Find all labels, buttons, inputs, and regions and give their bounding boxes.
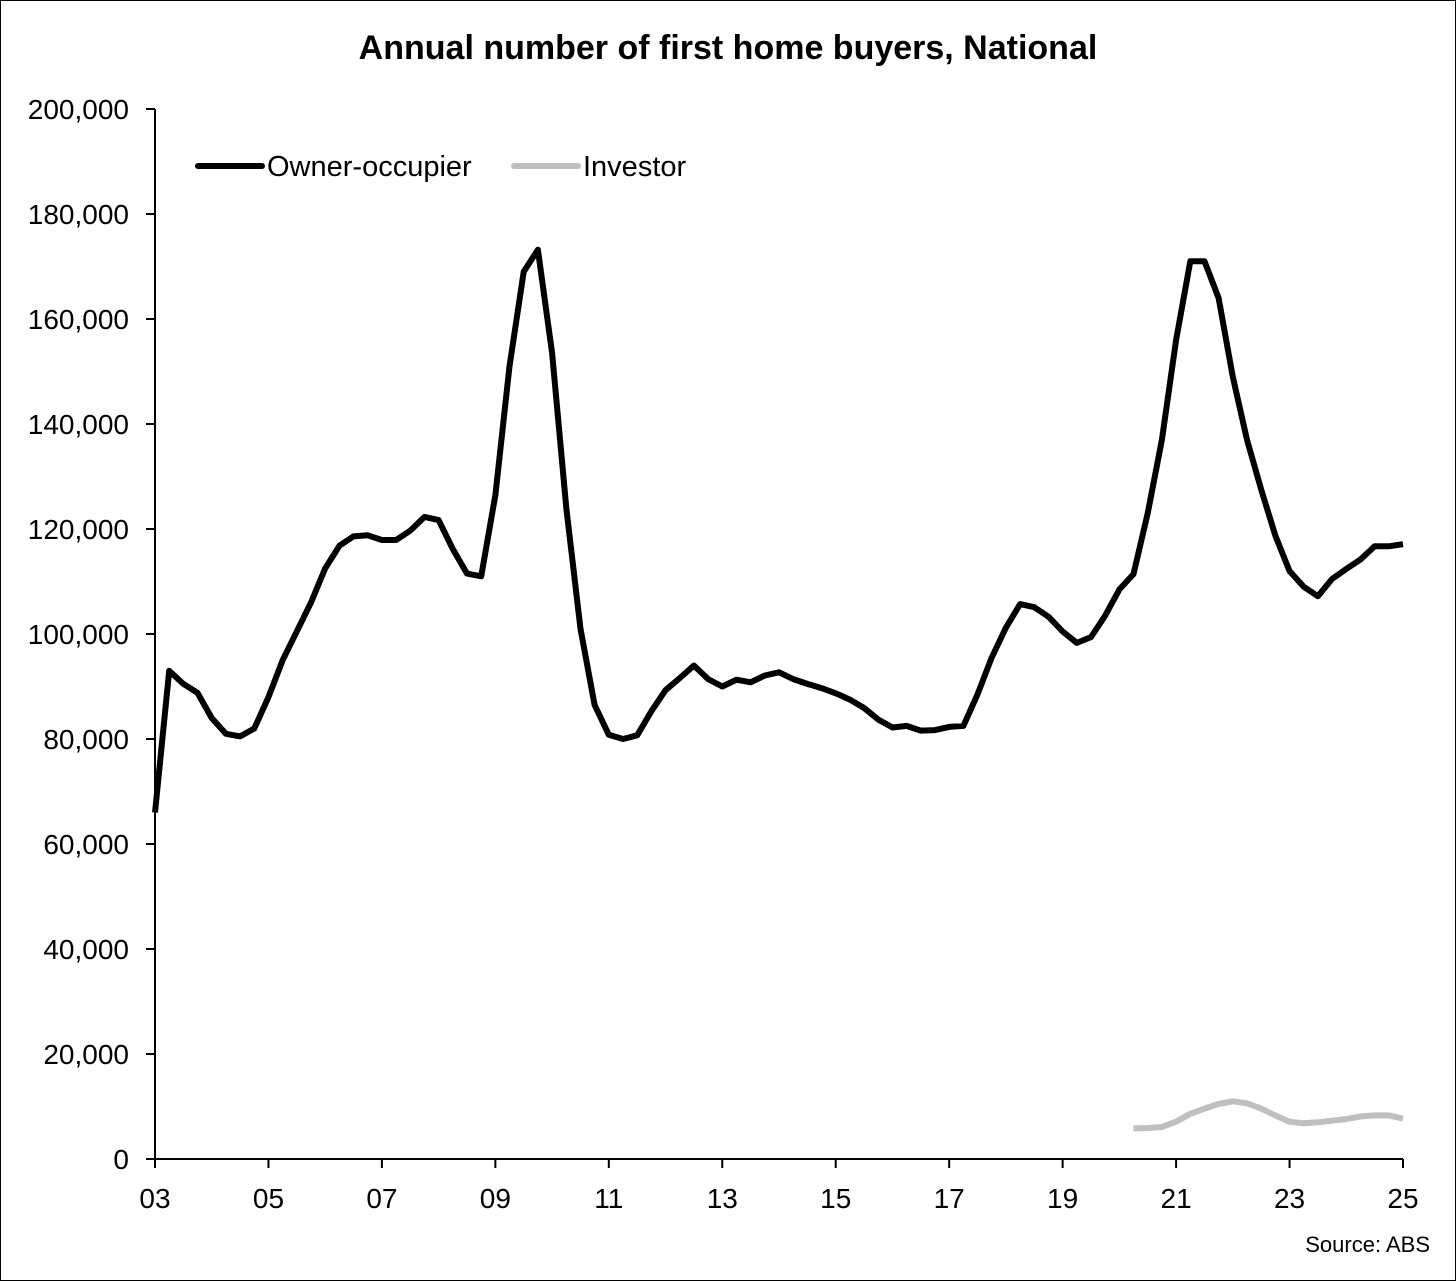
y-tick-label: 160,000 [28, 304, 129, 335]
series-line-investor [1133, 1098, 1404, 1132]
x-tick-label: 09 [480, 1183, 511, 1214]
x-tick-label: 25 [1387, 1183, 1418, 1214]
axes: 0 20,000 40,000 60,000 80,000 100,000 120,000 1… [28, 94, 1419, 1214]
series-line-owner-occupier [152, 246, 1404, 813]
y-tick-label: 80,000 [43, 724, 129, 755]
y-tick-label: 60,000 [43, 829, 129, 860]
y-tick-label: 140,000 [28, 409, 129, 440]
legend-label-owner-occupier: Owner-occupier [267, 151, 472, 183]
x-tick-label: 03 [139, 1183, 170, 1214]
x-tick-label: 07 [366, 1183, 397, 1214]
x-tick-label: 05 [253, 1183, 284, 1214]
x-tick-label: 21 [1161, 1183, 1192, 1214]
y-tick-label: 0 [113, 1144, 129, 1175]
x-tick-label: 15 [820, 1183, 851, 1214]
x-tick-label: 23 [1274, 1183, 1305, 1214]
x-tick-label: 13 [707, 1183, 738, 1214]
x-tick-label: 11 [594, 1183, 623, 1214]
y-tick-label: 20,000 [43, 1039, 129, 1070]
y-tick-label: 180,000 [28, 199, 129, 230]
source-note: Source: ABS [1305, 1232, 1430, 1257]
y-tick-label: 200,000 [28, 94, 129, 125]
legend: Owner-occupier Investor [195, 151, 686, 183]
chart-title: Annual number of first home buyers, Nati… [359, 29, 1098, 67]
y-tick-label: 120,000 [28, 514, 129, 545]
y-tick-label: 40,000 [43, 934, 129, 965]
legend-label-investor: Investor [583, 151, 686, 183]
series-layer [152, 246, 1404, 1132]
x-tick-label: 17 [934, 1183, 965, 1214]
x-tick-label: 19 [1047, 1183, 1078, 1214]
y-tick-label: 100,000 [28, 619, 129, 650]
